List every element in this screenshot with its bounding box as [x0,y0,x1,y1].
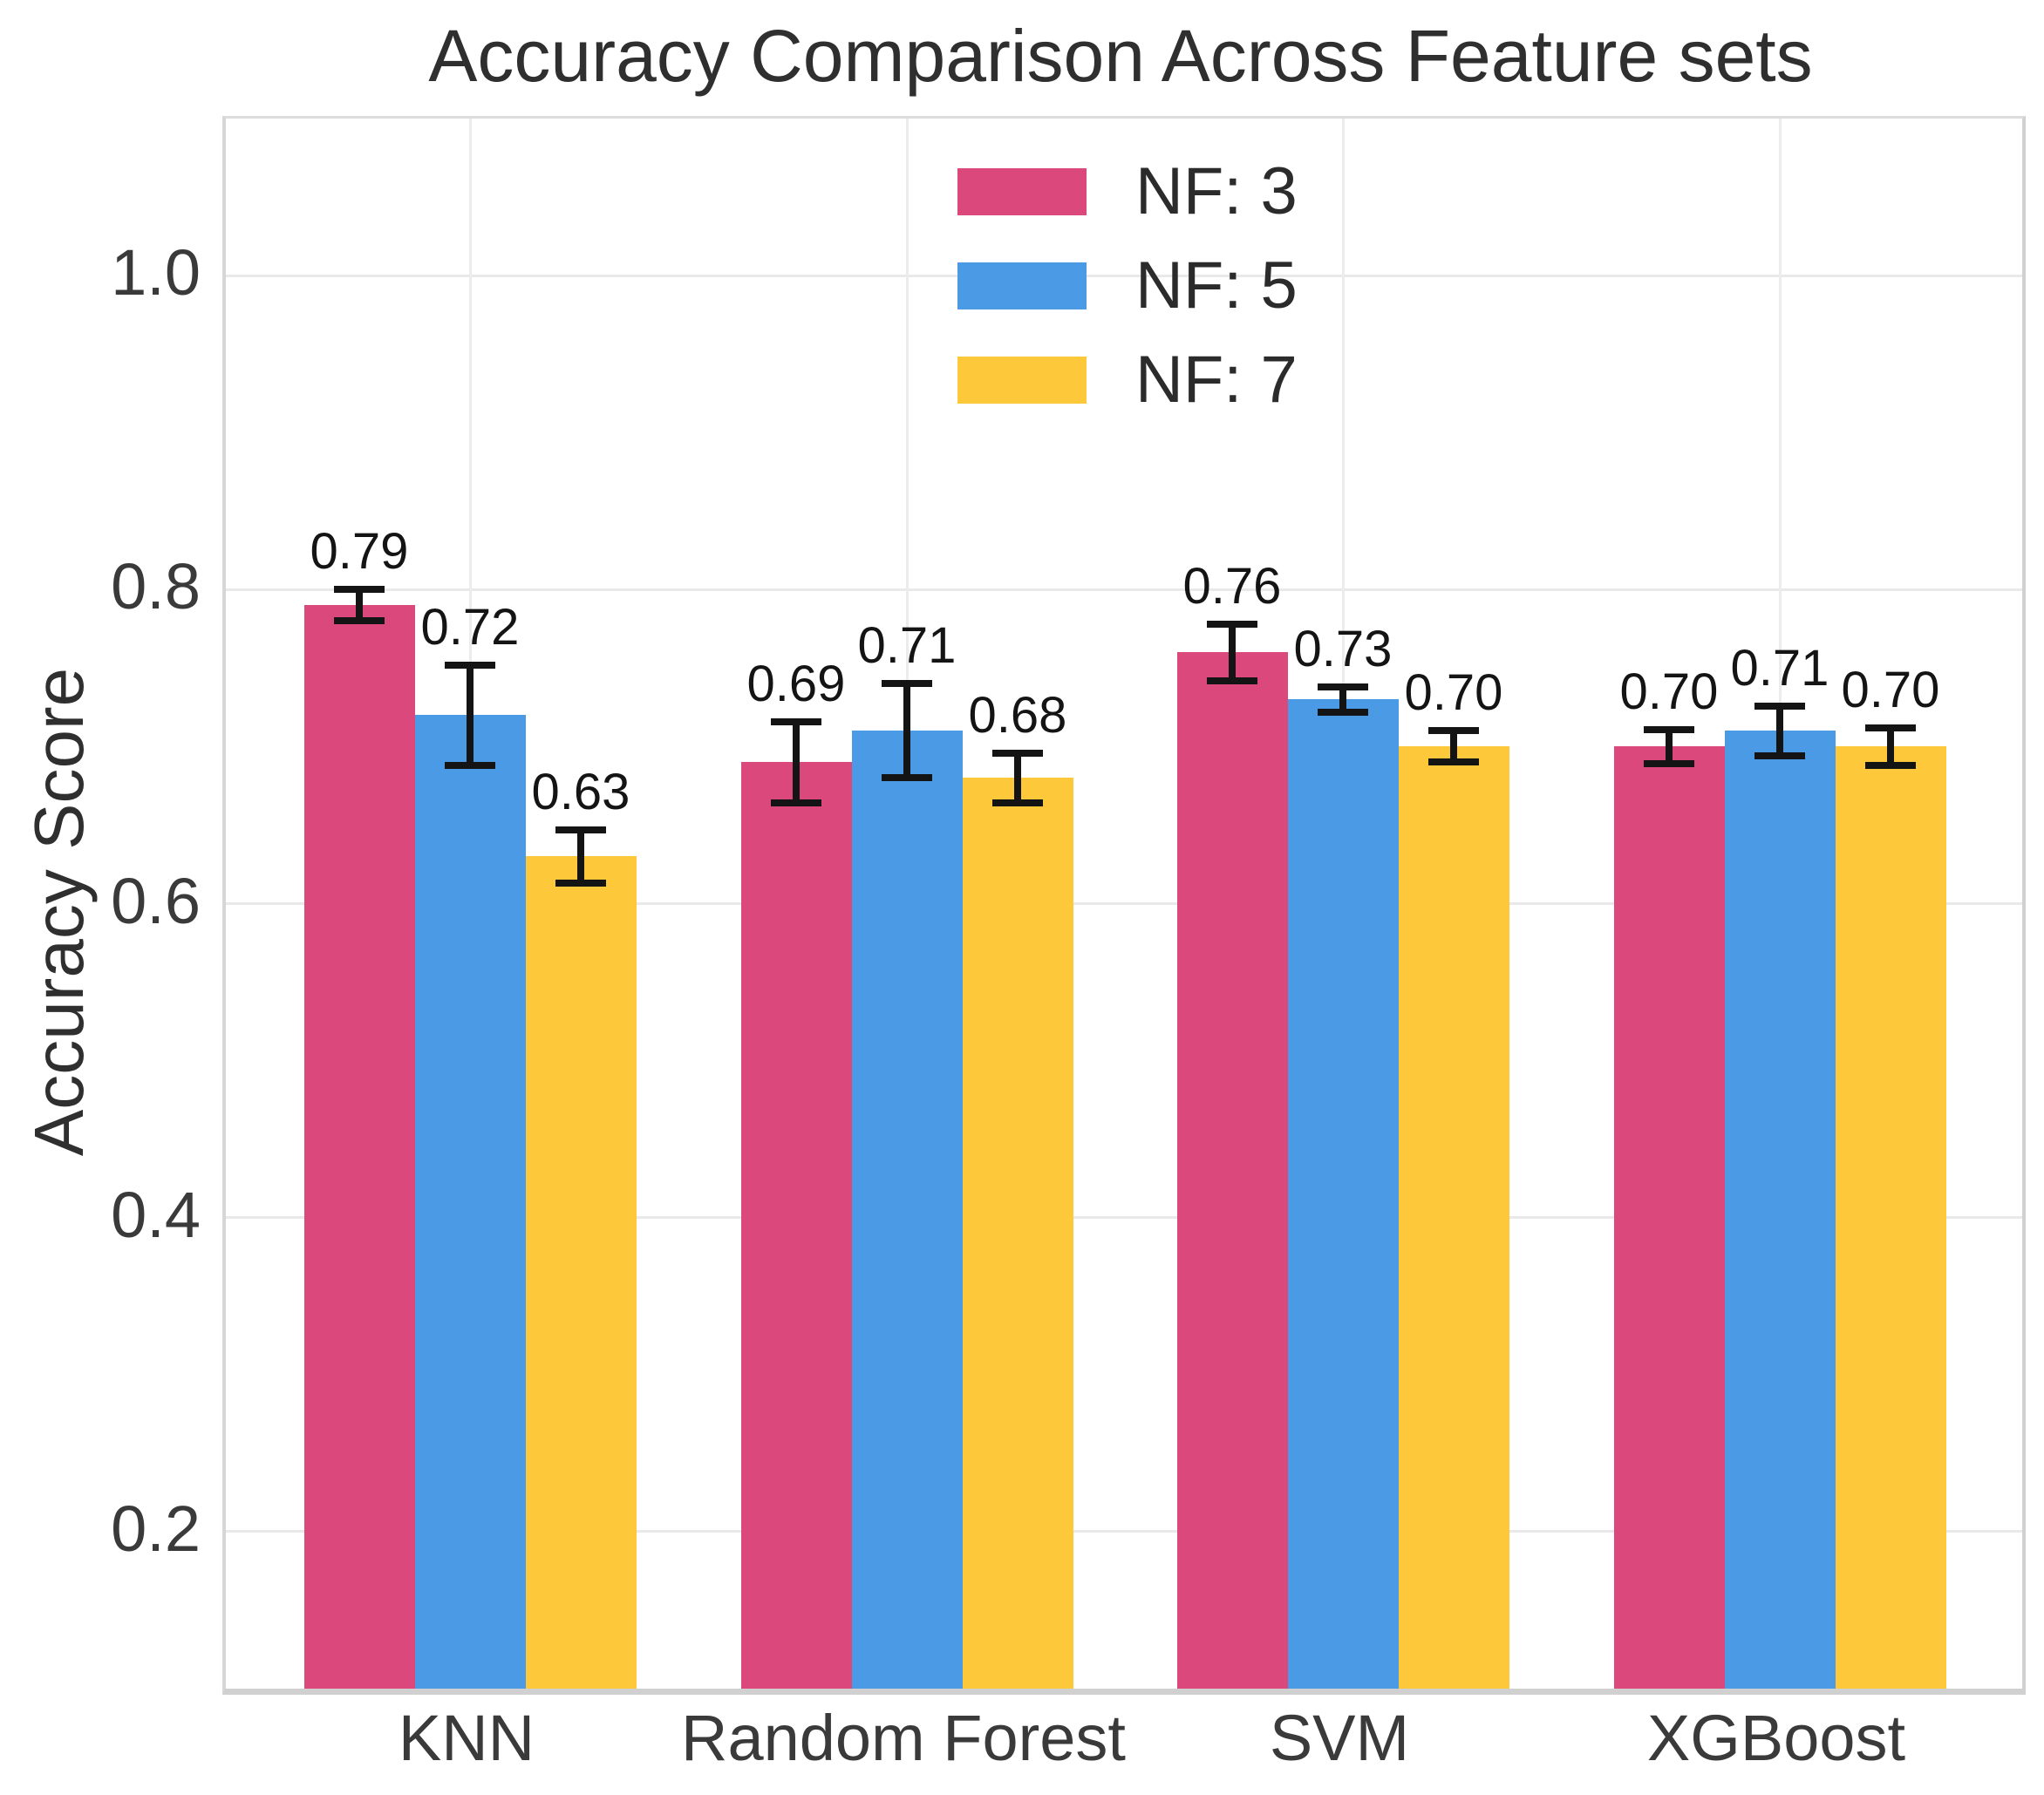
bar-value-label: 0.76 [1182,557,1282,615]
legend-item-nf7: NF: 7 [957,347,1298,413]
y-tick-label: 0.4 [111,1178,201,1251]
error-bar-cap [992,749,1043,757]
error-bar-cap [1207,620,1257,628]
error-bar-cap [555,880,606,887]
legend: NF: 3 NF: 5 NF: 7 [957,159,1298,451]
legend-swatch-nf5-icon [957,262,1087,309]
legend-label-nf7: NF: 7 [1135,343,1298,417]
error-bar-cap [445,661,495,669]
gridline-horizontal [226,1530,2022,1533]
legend-item-nf3: NF: 3 [957,159,1298,225]
x-tick-label: XGBoost [1646,1702,1906,1774]
error-bar-cap [1644,760,1694,768]
error-bar [356,589,363,622]
bar-value-label: 0.71 [1730,639,1829,697]
legend-swatch-nf7-icon [957,357,1087,404]
error-bar-cap [1207,677,1257,684]
bar [1724,731,1836,1689]
error-bar-cap [1318,708,1368,716]
bar-value-label: 0.72 [420,598,520,656]
bar [303,605,415,1689]
legend-label-nf3: NF: 3 [1135,154,1298,228]
error-bar [577,829,584,884]
error-bar [1887,727,1894,765]
error-bar-cap [1754,752,1805,760]
gridline-horizontal [226,274,2022,277]
gridline-horizontal [226,902,2022,905]
error-bar-cap [992,799,1043,807]
plot-area: 0.79 0.69 0.76 0.70 0.72 0.71 0.73 0.71 0.63 0.68… [222,116,2026,1695]
bar [740,762,852,1689]
error-bar [793,721,800,804]
bar-value-label: 0.70 [1841,661,1940,718]
bar-value-label: 0.73 [1293,620,1393,677]
gridline-horizontal [226,588,2022,591]
error-bar [1014,752,1021,804]
legend-label-nf5: NF: 5 [1135,248,1298,323]
bar [1613,746,1725,1689]
bar-value-label: 0.70 [1619,663,1719,720]
error-bar-cap [1644,725,1694,733]
y-tick-label: 1.0 [111,236,201,309]
legend-item-nf5: NF: 5 [957,253,1298,319]
bar [414,715,526,1689]
error-bar-cap [882,680,932,688]
error-bar [1229,623,1236,681]
error-bar-cap [555,826,606,833]
error-bar-cap [334,586,385,594]
error-bar-cap [882,774,932,782]
bar-value-label: 0.63 [531,763,630,820]
bar [962,778,1073,1689]
error-bar [1776,705,1783,757]
error-bar [1666,729,1673,765]
bar [851,731,963,1689]
error-bar-cap [771,799,821,807]
gridline-horizontal [226,1216,2022,1220]
error-bar [903,683,910,779]
error-bar-cap [771,717,821,725]
error-bar-cap [1428,727,1479,735]
error-bar-cap [1754,702,1805,710]
bar [1287,699,1399,1689]
bar [1835,746,1946,1689]
error-bar-cap [445,762,495,769]
legend-swatch-nf3-icon [957,168,1087,215]
bar [1176,652,1288,1689]
y-tick-label: 0.6 [111,864,201,937]
x-tick-label: Random Forest [681,1702,1126,1774]
bar-value-label: 0.70 [1404,664,1503,722]
bar [525,856,637,1689]
error-bar-cap [1428,758,1479,766]
error-bar-cap [334,617,385,625]
y-tick-label: 0.8 [111,550,201,623]
error-bar-cap [1318,683,1368,690]
bar-value-label: 0.69 [746,655,846,712]
bar-value-label: 0.68 [968,686,1067,744]
chart-title: Accuracy Comparison Across Feature sets [428,15,1813,97]
x-tick-label: KNN [398,1702,535,1774]
bar-value-label: 0.71 [857,617,957,675]
error-bar [467,664,474,765]
x-tick-label: SVM [1269,1702,1410,1774]
error-bar-cap [1865,724,1916,731]
error-bar [1339,686,1346,712]
y-tick-label: 0.2 [111,1492,201,1565]
error-bar-cap [1865,762,1916,769]
bar [1398,746,1509,1689]
error-bar [1450,731,1457,763]
bar-value-label: 0.79 [310,523,409,581]
